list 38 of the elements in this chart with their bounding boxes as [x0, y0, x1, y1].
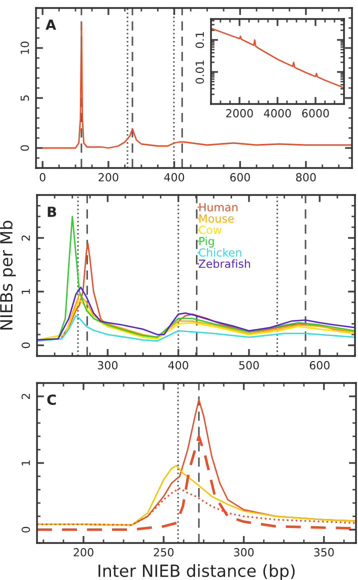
x-tick-label: 350 — [314, 548, 334, 556]
x-tick-label: 600 — [230, 173, 250, 182]
x-tick-label: 2000 — [226, 109, 253, 118]
x-tick-label: 300 — [234, 548, 254, 556]
legend-label: Pig — [199, 236, 214, 248]
y-tick-label: 0 — [22, 342, 30, 348]
y-axis-title: NIEBs per Mb — [0, 220, 16, 330]
x-tick-label: 300 — [98, 361, 118, 370]
y-tick-label: 1 — [22, 289, 30, 294]
y-tick-label: 1 — [22, 460, 30, 466]
x-tick-label: 4000 — [264, 109, 291, 118]
x-tick-label: 400 — [168, 361, 188, 370]
y-tick-label: 10 — [20, 42, 29, 54]
legend-label: Chicken — [198, 248, 242, 257]
x-axis-title: Inter NIEB distance (bp) — [98, 564, 295, 580]
y-tick-label: 2 — [22, 236, 30, 241]
y-tick-label: 0.01 — [196, 60, 204, 84]
legend-label: Zebrafish — [198, 259, 250, 268]
legend-label: Mouse — [199, 214, 234, 223]
x-tick-label: 400 — [164, 173, 184, 182]
y-tick-label: 0.1 — [196, 32, 204, 48]
y-tick-label: 0 — [20, 145, 29, 151]
x-tick-label: 200 — [74, 548, 94, 556]
annotation: A — [46, 20, 56, 30]
y-tick-label: 2 — [22, 394, 30, 400]
x-tick-label: 250 — [154, 548, 174, 556]
legend-label: Human — [199, 203, 238, 212]
x-tick-label: 800 — [296, 173, 316, 182]
x-tick-label: 500 — [239, 361, 259, 370]
annotation: C — [47, 394, 56, 405]
x-tick-label: 200 — [98, 173, 118, 182]
y-tick-label: 0 — [22, 526, 30, 532]
x-tick-label: 0 — [40, 173, 46, 182]
y-tick-label: 5 — [20, 95, 29, 101]
annotation: B — [48, 206, 56, 217]
x-tick-label: 600 — [310, 361, 330, 370]
x-tick-label: 6000 — [302, 109, 329, 118]
legend-label: Cow — [198, 226, 222, 234]
